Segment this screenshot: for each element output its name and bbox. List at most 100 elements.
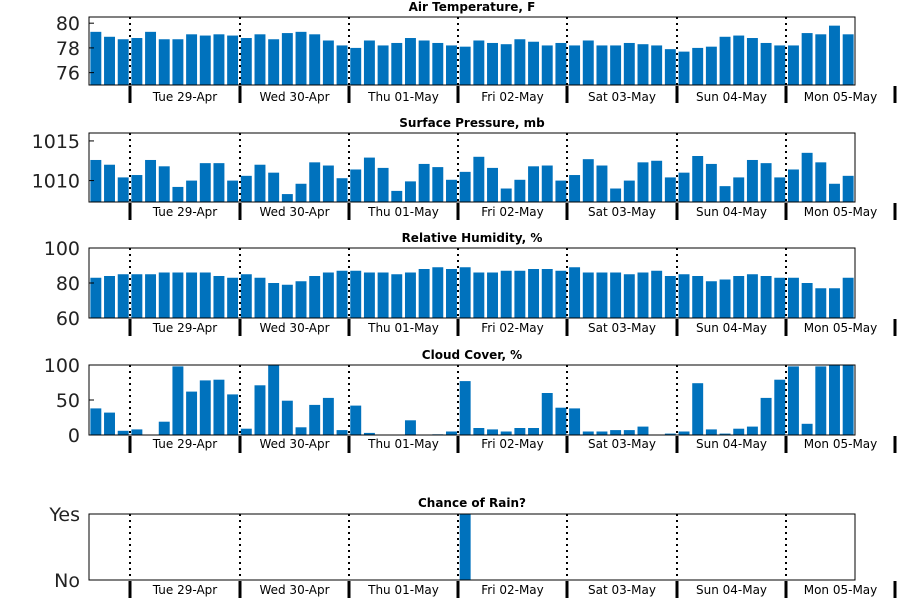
data-bar [432,267,444,318]
day-label: Mon 05-May [804,583,878,597]
data-bar [363,432,375,435]
data-bar [104,164,115,202]
day-label: Sun 04-May [696,205,767,219]
data-bar [541,269,553,318]
data-bar [104,36,115,85]
data-bar [487,167,498,202]
day-marker [565,203,569,220]
data-bar [733,177,745,202]
data-bar [254,164,266,202]
data-bar [350,405,362,435]
data-bar [637,162,649,202]
data-bar [678,51,690,85]
data-bar [528,41,540,85]
data-bar [377,45,389,85]
day-label: Fri 02-May [481,321,544,335]
data-bar [500,270,512,318]
data-bar [322,397,334,435]
data-bar [104,276,115,318]
day-marker [238,203,242,220]
data-bar [186,272,198,318]
data-bar [309,404,321,435]
data-bar [172,186,184,202]
day-label: Sat 03-May [588,90,656,104]
data-bar [842,34,854,85]
data-bar [336,45,348,85]
data-bar [692,156,704,202]
data-bar [801,33,813,85]
data-bar [117,177,129,202]
data-bar [254,277,266,318]
day-label: Thu 01-May [367,90,439,104]
data-bar [815,366,827,435]
y-tick-label: 60 [56,308,80,330]
y-tick-label: Yes [48,504,80,526]
day-marker [238,436,242,453]
data-bar [117,274,129,318]
data-bar [623,180,635,202]
data-bar [158,272,170,318]
y-tick-label: 100 [44,238,80,260]
data-bar [131,175,143,202]
data-bar [733,428,745,435]
day-label: Sun 04-May [696,583,767,597]
day-label: Mon 05-May [804,321,878,335]
data-bar [815,34,827,85]
day-marker [784,86,788,103]
panel-title: Relative Humidity, % [402,231,543,245]
data-bar [555,42,567,85]
data-bar [829,288,840,318]
data-bar [309,276,321,318]
data-bar [404,181,416,202]
day-label: Wed 30-Apr [259,583,329,597]
day-label: Sun 04-May [696,90,767,104]
data-bar [569,175,581,202]
data-bar [254,34,266,85]
data-bar [446,269,457,318]
data-bar [377,167,389,202]
day-label: Mon 05-May [804,437,878,451]
day-marker [128,436,132,453]
day-marker [784,319,788,336]
data-bar [692,383,704,435]
day-label: Sat 03-May [588,437,656,451]
day-label: Thu 01-May [367,437,439,451]
y-tick-label: 1015 [32,131,80,153]
data-bar [418,163,430,202]
day-marker [784,203,788,220]
day-marker [893,319,897,336]
day-marker [893,436,897,453]
day-label: Thu 01-May [367,321,439,335]
data-bar [322,165,334,202]
data-bar [281,400,293,435]
data-bar [815,162,827,202]
data-bar [363,40,375,85]
panel-title: Surface Pressure, mb [399,116,545,130]
data-bar [459,514,471,580]
data-bar [829,25,840,85]
data-bar [268,365,280,435]
data-bar [678,431,690,435]
data-bar [199,163,211,202]
data-bar [746,426,758,435]
day-label: Fri 02-May [481,583,544,597]
data-bar [733,35,745,85]
data-bar [145,159,157,202]
data-bar [610,272,622,318]
data-bar [719,186,731,202]
day-label: Tue 29-Apr [152,437,217,451]
data-bar [801,423,813,435]
day-marker [347,86,351,103]
data-bar [555,180,567,202]
day-marker [565,86,569,103]
data-bar [418,40,430,85]
data-bar [774,177,786,202]
data-bar [555,407,567,435]
day-marker [456,203,460,220]
day-marker [456,436,460,453]
day-marker [347,203,351,220]
day-marker [128,203,132,220]
data-bar [295,31,307,85]
data-bar [158,421,170,435]
day-marker [456,86,460,103]
